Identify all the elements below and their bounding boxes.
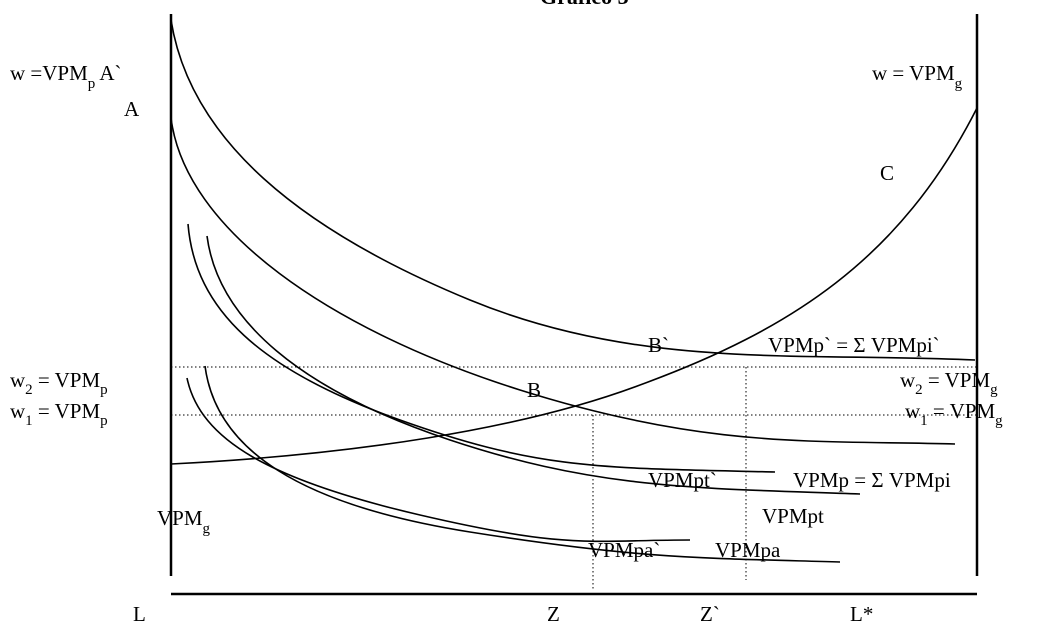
curve-vpmpa-label: VPMpa [715,538,781,562]
curve-vpmpt-prime [187,223,776,473]
curve-vpmpt-prime-label: VPMpt` [648,468,717,492]
axis-label-z-prime: Z` [700,602,720,626]
curve-vpmp-prime-label: VPMp` = Σ VPMpi` [768,333,940,357]
diagram-title: Grafico 3 [540,0,629,9]
curve-vpmp-prime [170,19,976,361]
curve-vpmpt [206,235,861,495]
axis-label-l-star: L* [850,602,873,626]
right-label-w1: w1 = VPMg [905,399,1003,429]
axis-label-z: Z [547,602,560,626]
point-a-label: A [124,97,140,121]
curve-vpmg [170,107,978,465]
axis-label-l: L [133,602,146,626]
curve-vpmp-label: VPMp = Σ VPMpi [793,468,951,492]
curve-vpmpa-prime [186,377,691,543]
vpmg-label: VPMg [157,506,211,537]
left-label-w2: w2 = VPMp [10,368,108,398]
right-label-top: w = VPMg [872,61,963,92]
curve-vpmpt-label: VPMpt [762,504,824,528]
left-label-top: w =VPMp A` [10,61,122,92]
curve-vpmpa [204,365,841,563]
right-label-w2: w2 = VPMg [900,368,998,398]
curve-vpmp [170,117,956,445]
point-b-label: B [527,378,541,402]
left-label-w1: w1 = VPMp [10,399,108,429]
point-c-label: C [880,161,894,185]
point-b-prime-label: B` [648,333,669,357]
curve-vpmpa-prime-label: VPMpa` [588,538,660,562]
